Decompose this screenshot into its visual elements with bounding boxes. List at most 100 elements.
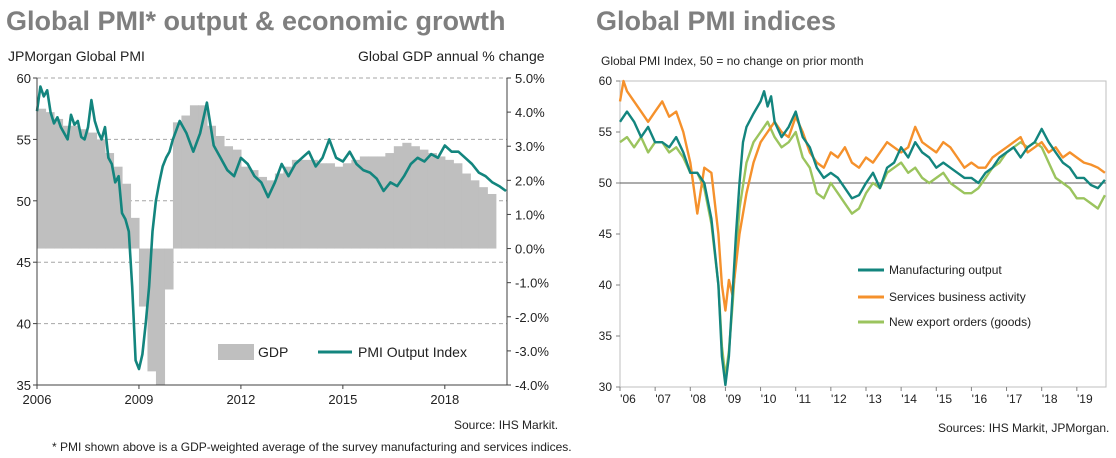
right-chart-x-tick-label: '12 bbox=[831, 392, 847, 406]
right-chart-x-tick-label: '13 bbox=[866, 392, 882, 406]
right-chart-y-tick-label: 40 bbox=[599, 278, 613, 292]
gdp-bar bbox=[198, 105, 208, 249]
gdp-bar bbox=[308, 159, 318, 249]
gdp-bar bbox=[342, 163, 352, 249]
gdp-bar bbox=[104, 153, 115, 249]
right-chart-x-tick-label: '10 bbox=[761, 392, 777, 406]
gdp-bar bbox=[300, 159, 310, 249]
right-source: Sources: IHS Markit, JPMorgan. bbox=[938, 421, 1110, 435]
legend-label-2: New export orders (goods) bbox=[889, 315, 1031, 329]
gdp-bar bbox=[121, 183, 132, 249]
right-chart-x-tick-label: '09 bbox=[726, 392, 742, 406]
gdp-bar bbox=[53, 118, 64, 249]
right-chart-x-tick-label: '08 bbox=[690, 392, 706, 406]
left-tick-label: 35 bbox=[17, 378, 31, 393]
right-tick-label: 4.0% bbox=[515, 105, 545, 120]
legend-label-0: Manufacturing output bbox=[889, 263, 1002, 277]
gdp-bar bbox=[461, 173, 471, 249]
right-tick-label: -1.0% bbox=[515, 276, 549, 291]
left-chart-title: Global PMI* output & economic growth bbox=[6, 6, 506, 36]
right-axis-title: Global GDP annual % change bbox=[358, 48, 545, 64]
legend-label-1: Services business activity bbox=[889, 290, 1026, 304]
right-plot-frame bbox=[619, 80, 1107, 388]
gdp-bar bbox=[130, 217, 140, 249]
right-chart-y-tick-label: 55 bbox=[599, 125, 613, 139]
left-tick-label: 40 bbox=[17, 317, 31, 332]
gdp-bar bbox=[419, 149, 429, 249]
right-tick-label: -4.0% bbox=[515, 378, 549, 393]
gdp-bar bbox=[155, 248, 166, 385]
right-tick-label: 1.0% bbox=[515, 207, 545, 222]
right-chart-x-tick-label: '15 bbox=[936, 392, 952, 406]
gdp-bar bbox=[368, 156, 378, 249]
pmi-output-line bbox=[35, 85, 507, 371]
left-source: Source: IHS Markit. bbox=[454, 418, 559, 432]
right-chart-y-tick-label: 45 bbox=[599, 227, 613, 241]
left-axis-title: JPMorgan Global PMI bbox=[8, 48, 145, 64]
gdp-bar bbox=[257, 176, 267, 249]
right-chart-x-tick-label: '19 bbox=[1077, 392, 1093, 406]
gdp-bar bbox=[317, 163, 327, 249]
gdp-bar bbox=[325, 163, 335, 249]
series-line-1 bbox=[618, 79, 1106, 312]
right-chart-y-tick-label: 30 bbox=[599, 380, 613, 394]
gdp-bar bbox=[470, 180, 480, 249]
right-chart-y-tick-label: 50 bbox=[599, 176, 613, 190]
right-chart-x-tick-label: '16 bbox=[972, 392, 988, 406]
gdp-bar bbox=[410, 146, 420, 249]
gdp-bar bbox=[113, 166, 123, 249]
gdp-bar bbox=[206, 125, 217, 249]
gdp-bar bbox=[249, 170, 259, 249]
x-tick-label: 2018 bbox=[430, 392, 459, 407]
gdp-bar bbox=[393, 146, 403, 249]
right-tick-label: -2.0% bbox=[515, 310, 549, 325]
right-tick-label: 3.0% bbox=[515, 139, 545, 154]
right-chart-title: Global PMI indices bbox=[596, 6, 837, 36]
series-line-2 bbox=[619, 120, 1106, 378]
gdp-bar bbox=[79, 129, 89, 249]
gdp-bar bbox=[385, 153, 395, 249]
right-chart-x-tick-label: '11 bbox=[796, 392, 811, 406]
gdp-bar bbox=[70, 125, 81, 249]
legend-pmi-label: PMI Output Index bbox=[358, 344, 467, 360]
right-chart-x-tick-label: '07 bbox=[655, 392, 671, 406]
gdp-bar bbox=[96, 139, 106, 249]
right-chart-x-tick-label: '18 bbox=[1042, 392, 1058, 406]
gdp-bar bbox=[215, 135, 225, 249]
left-tick-label: 45 bbox=[17, 255, 31, 270]
gdp-bar bbox=[223, 146, 234, 249]
gdp-bar bbox=[436, 156, 446, 249]
right-chart-x-tick-label: '17 bbox=[1007, 392, 1023, 406]
gdp-bar bbox=[189, 105, 200, 249]
gdp-bar bbox=[266, 180, 276, 249]
legend-gdp-swatch bbox=[218, 344, 254, 360]
gdp-bar bbox=[240, 166, 251, 249]
right-chart-x-tick-label: '14 bbox=[901, 392, 917, 406]
right-chart-y-tick-label: 35 bbox=[599, 329, 613, 343]
gdp-bar bbox=[172, 122, 183, 249]
gdp-bar bbox=[453, 163, 463, 249]
right-tick-label: 5.0% bbox=[515, 71, 545, 86]
gdp-bar bbox=[181, 115, 191, 249]
gdp-bar bbox=[164, 248, 174, 290]
x-tick-label: 2006 bbox=[23, 392, 52, 407]
x-tick-label: 2009 bbox=[124, 392, 153, 407]
gdp-bar bbox=[147, 248, 157, 372]
gdp-bar bbox=[402, 142, 412, 249]
gdp-bar bbox=[37, 108, 47, 249]
gdp-bar bbox=[351, 159, 361, 249]
gdp-bar bbox=[444, 159, 454, 249]
gdp-bar bbox=[478, 187, 488, 249]
right-tick-label: 0.0% bbox=[515, 242, 545, 257]
gdp-bar bbox=[427, 153, 437, 249]
gdp-bar bbox=[487, 193, 497, 249]
gdp-bar bbox=[376, 156, 386, 249]
gdp-bar bbox=[274, 173, 284, 249]
gdp-bar bbox=[87, 132, 98, 249]
right-subtitle: Global PMI Index, 50 = no change on prio… bbox=[601, 54, 864, 68]
right-tick-label: -3.0% bbox=[515, 344, 549, 359]
series-line-0 bbox=[619, 89, 1106, 387]
right-chart-x-tick-label: '06 bbox=[620, 392, 636, 406]
